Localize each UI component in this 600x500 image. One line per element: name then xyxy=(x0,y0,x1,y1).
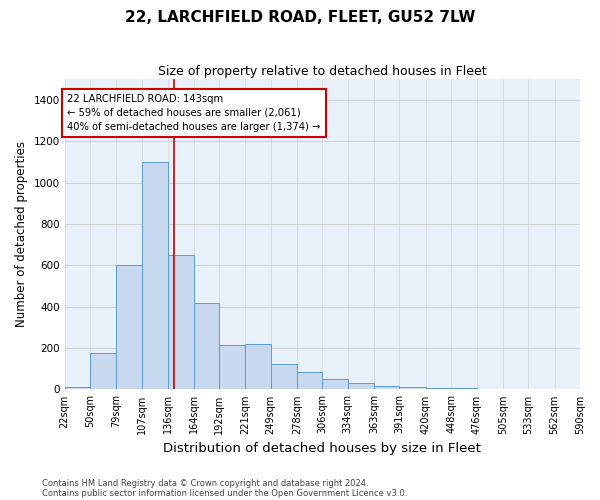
Bar xyxy=(297,372,322,390)
Bar xyxy=(503,389,528,390)
Bar xyxy=(168,255,194,390)
Bar xyxy=(374,386,400,390)
Bar xyxy=(142,162,168,390)
Bar xyxy=(193,302,219,390)
Bar xyxy=(65,388,90,390)
Bar xyxy=(90,353,116,390)
X-axis label: Distribution of detached houses by size in Fleet: Distribution of detached houses by size … xyxy=(163,442,481,455)
Bar xyxy=(219,345,245,390)
Title: Size of property relative to detached houses in Fleet: Size of property relative to detached ho… xyxy=(158,65,487,78)
Text: 22 LARCHFIELD ROAD: 143sqm
← 59% of detached houses are smaller (2,061)
40% of s: 22 LARCHFIELD ROAD: 143sqm ← 59% of deta… xyxy=(67,94,321,132)
Y-axis label: Number of detached properties: Number of detached properties xyxy=(15,142,28,328)
Bar xyxy=(116,266,142,390)
Bar xyxy=(400,387,426,390)
Bar xyxy=(271,364,297,390)
Bar xyxy=(451,388,476,390)
Bar xyxy=(476,388,503,390)
Text: Contains HM Land Registry data © Crown copyright and database right 2024.
Contai: Contains HM Land Registry data © Crown c… xyxy=(42,479,407,498)
Bar xyxy=(426,388,451,390)
Bar xyxy=(245,344,271,390)
Text: 22, LARCHFIELD ROAD, FLEET, GU52 7LW: 22, LARCHFIELD ROAD, FLEET, GU52 7LW xyxy=(125,10,475,25)
Bar xyxy=(322,379,348,390)
Bar xyxy=(348,383,374,390)
